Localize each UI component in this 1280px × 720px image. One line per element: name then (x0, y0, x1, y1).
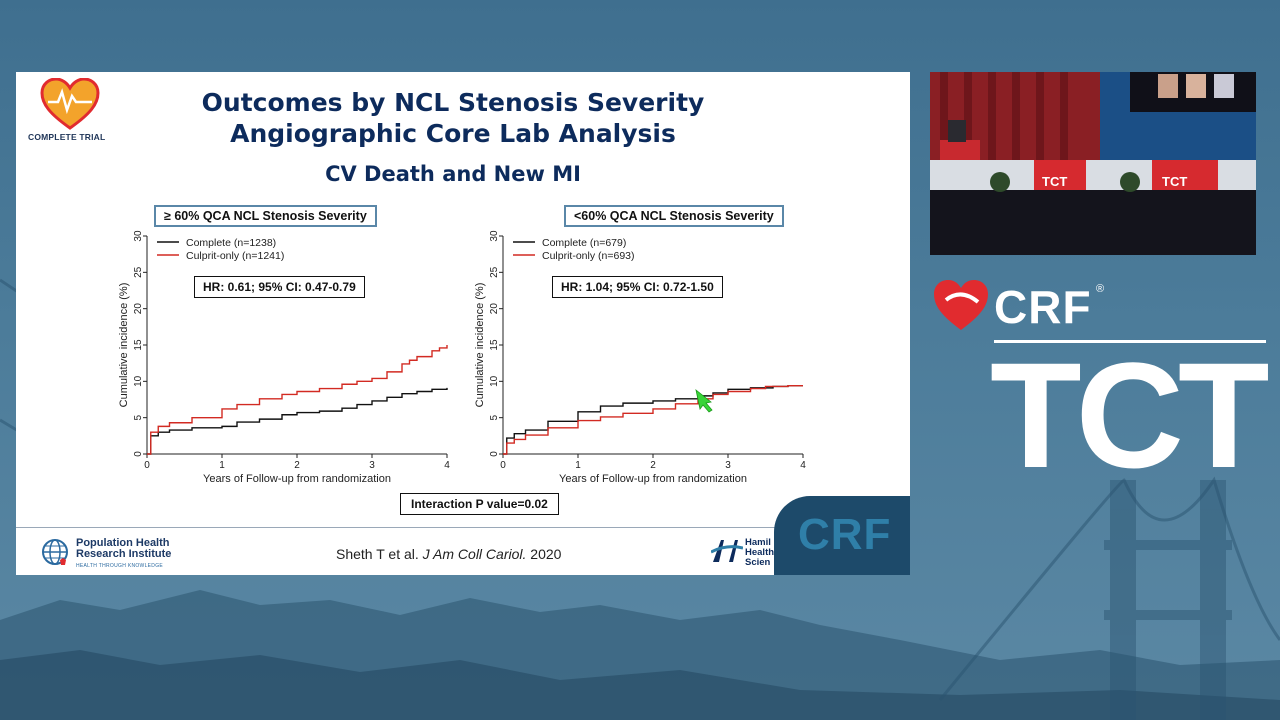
legend-entry: Complete (n=679) (542, 237, 626, 249)
legend-entry: Culprit-only (n=1241) (186, 250, 284, 262)
crf-wordmark: CRF (994, 281, 1092, 333)
phri-name: Population Health Research Institute (76, 537, 172, 560)
y-axis-label: Cumulative incidence (%) (118, 283, 130, 408)
live-video-feed: TCT TCT (930, 72, 1256, 255)
x-axis-label: Years of Follow-up from randomization (559, 473, 747, 485)
hr-box-right: HR: 1.04; 95% CI: 0.72-1.50 (552, 276, 723, 298)
y-tick-label: 10 (133, 375, 144, 387)
video-frame: TCT TCT (930, 72, 1256, 255)
y-tick-label: 25 (489, 266, 500, 278)
globe-icon (42, 539, 68, 565)
x-tick-label: 1 (219, 460, 225, 471)
phri-logo: Population Health Research Institute HEA… (40, 538, 171, 573)
y-tick-label: 30 (489, 230, 500, 242)
x-tick-label: 4 (444, 460, 450, 471)
svg-text:TCT: TCT (1162, 174, 1187, 189)
footer-divider (16, 527, 910, 528)
hamilton-h-icon (710, 540, 744, 562)
y-tick-label: 0 (133, 451, 144, 457)
slide-title-line2: Angiographic Core Lab Analysis (230, 119, 676, 148)
svg-text:TCT: TCT (1042, 174, 1067, 189)
x-tick-label: 0 (144, 460, 150, 471)
y-tick-label: 30 (133, 230, 144, 242)
x-tick-label: 2 (294, 460, 300, 471)
y-tick-label: 25 (133, 266, 144, 278)
crf-corner-text: CRF (798, 510, 892, 559)
registered-mark: ® (1096, 283, 1105, 295)
x-tick-label: 4 (800, 460, 806, 471)
slide-title: Outcomes by NCL Stenosis Severity (201, 88, 705, 117)
y-tick-label: 20 (489, 303, 500, 315)
citation: Sheth T et al. J Am Coll Cariol. 2020 (336, 546, 562, 562)
y-tick-label: 5 (133, 414, 144, 420)
legend-entry: Culprit-only (n=693) (542, 250, 635, 262)
hamilton-health-sciences-logo: Hamil Health Scien (710, 536, 774, 569)
x-axis-label: Years of Follow-up from randomization (203, 473, 391, 485)
y-tick-label: 10 (489, 375, 500, 387)
tct-wordmark: TCT (990, 331, 1270, 499)
phri-tagline: HEALTH THROUGH KNOWLEDGE (76, 563, 164, 569)
chart-left: 0 1 2 3 4 0 5 10 15 20 25 30 Years of Follow-up from… (118, 230, 450, 485)
logo-caption: COMPLETE TRIAL (28, 132, 106, 142)
y-tick-label: 20 (133, 303, 144, 315)
x-tick-label: 3 (369, 460, 375, 471)
y-axis-label: Cumulative incidence (%) (474, 283, 486, 408)
legend-entry: Complete (n=1238) (186, 237, 276, 249)
y-tick-label: 15 (133, 339, 144, 351)
crf-corner-badge: CRF (774, 496, 910, 575)
slide-subtitle: CV Death and New MI (325, 162, 581, 186)
y-tick-label: 5 (489, 414, 500, 420)
presentation-slide: COMPLETE TRIAL Outcomes by NCL Stenosis … (16, 72, 910, 575)
hr-box-left: HR: 0.61; 95% CI: 0.47-0.79 (194, 276, 365, 298)
tct-divider (994, 340, 1266, 343)
x-tick-label: 3 (725, 460, 731, 471)
series-line-complete (503, 384, 803, 455)
x-tick-label: 1 (575, 460, 581, 471)
x-tick-label: 0 (500, 460, 506, 471)
x-tick-label: 2 (650, 460, 656, 471)
crf-heart-icon (934, 280, 988, 330)
series-line-culprit-only (147, 345, 448, 455)
y-tick-label: 15 (489, 339, 500, 351)
pointer-cursor-icon (695, 388, 713, 413)
chart-right: 0 1 2 3 4 0 5 10 15 20 25 30 Years of Follow-up from… (474, 230, 806, 485)
series-line-culprit-only (503, 384, 803, 455)
y-tick-label: 0 (489, 451, 500, 457)
complete-trial-heart-icon (40, 78, 100, 130)
interaction-p-value: Interaction P value=0.02 (400, 493, 559, 515)
series-line-complete (147, 387, 448, 455)
panel-label-right: <60% QCA NCL Stenosis Severity (564, 205, 784, 227)
panel-label-left: ≥ 60% QCA NCL Stenosis Severity (154, 205, 377, 227)
